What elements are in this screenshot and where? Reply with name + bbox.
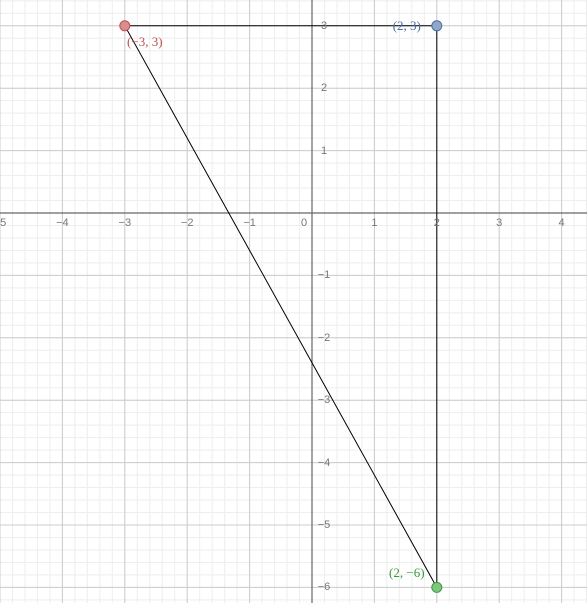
x-tick-label: −4 — [56, 217, 69, 229]
point-label-C: (2, −6) — [389, 565, 425, 581]
x-tick-label: −1 — [243, 217, 256, 229]
x-tick-label: −3 — [119, 217, 132, 229]
point-label-B: (2, 3) — [393, 18, 421, 34]
y-tick-label: −3 — [318, 394, 331, 406]
y-tick-label: −5 — [318, 519, 331, 531]
y-tick-label: 3 — [321, 20, 327, 32]
x-tick-label: −2 — [181, 217, 194, 229]
y-tick-label: −1 — [318, 269, 331, 281]
point-label-A: (−3, 3) — [127, 34, 163, 50]
x-tick-label: 2 — [434, 217, 440, 229]
y-tick-label: −6 — [318, 581, 331, 593]
x-tick-label: 1 — [371, 217, 377, 229]
x-tick-label: 4 — [559, 217, 565, 229]
x-tick-label: −5 — [0, 217, 6, 229]
coordinate-plane: −5 −4 −3 −2 −1 0 1 2 3 4 −6 −5 −4 −3 −2 −1 1 2 3 (−3, 3) (2,… — [0, 0, 587, 603]
y-tick-label: 2 — [321, 82, 327, 94]
grid-svg — [0, 0, 587, 603]
y-tick-label: 1 — [321, 145, 327, 157]
x-tick-label: 0 — [301, 217, 307, 229]
point-C — [432, 582, 442, 592]
x-tick-label: 3 — [496, 217, 502, 229]
point-A — [120, 21, 130, 31]
y-tick-label: −2 — [318, 332, 331, 344]
point-B — [432, 21, 442, 31]
y-tick-label: −4 — [318, 457, 331, 469]
